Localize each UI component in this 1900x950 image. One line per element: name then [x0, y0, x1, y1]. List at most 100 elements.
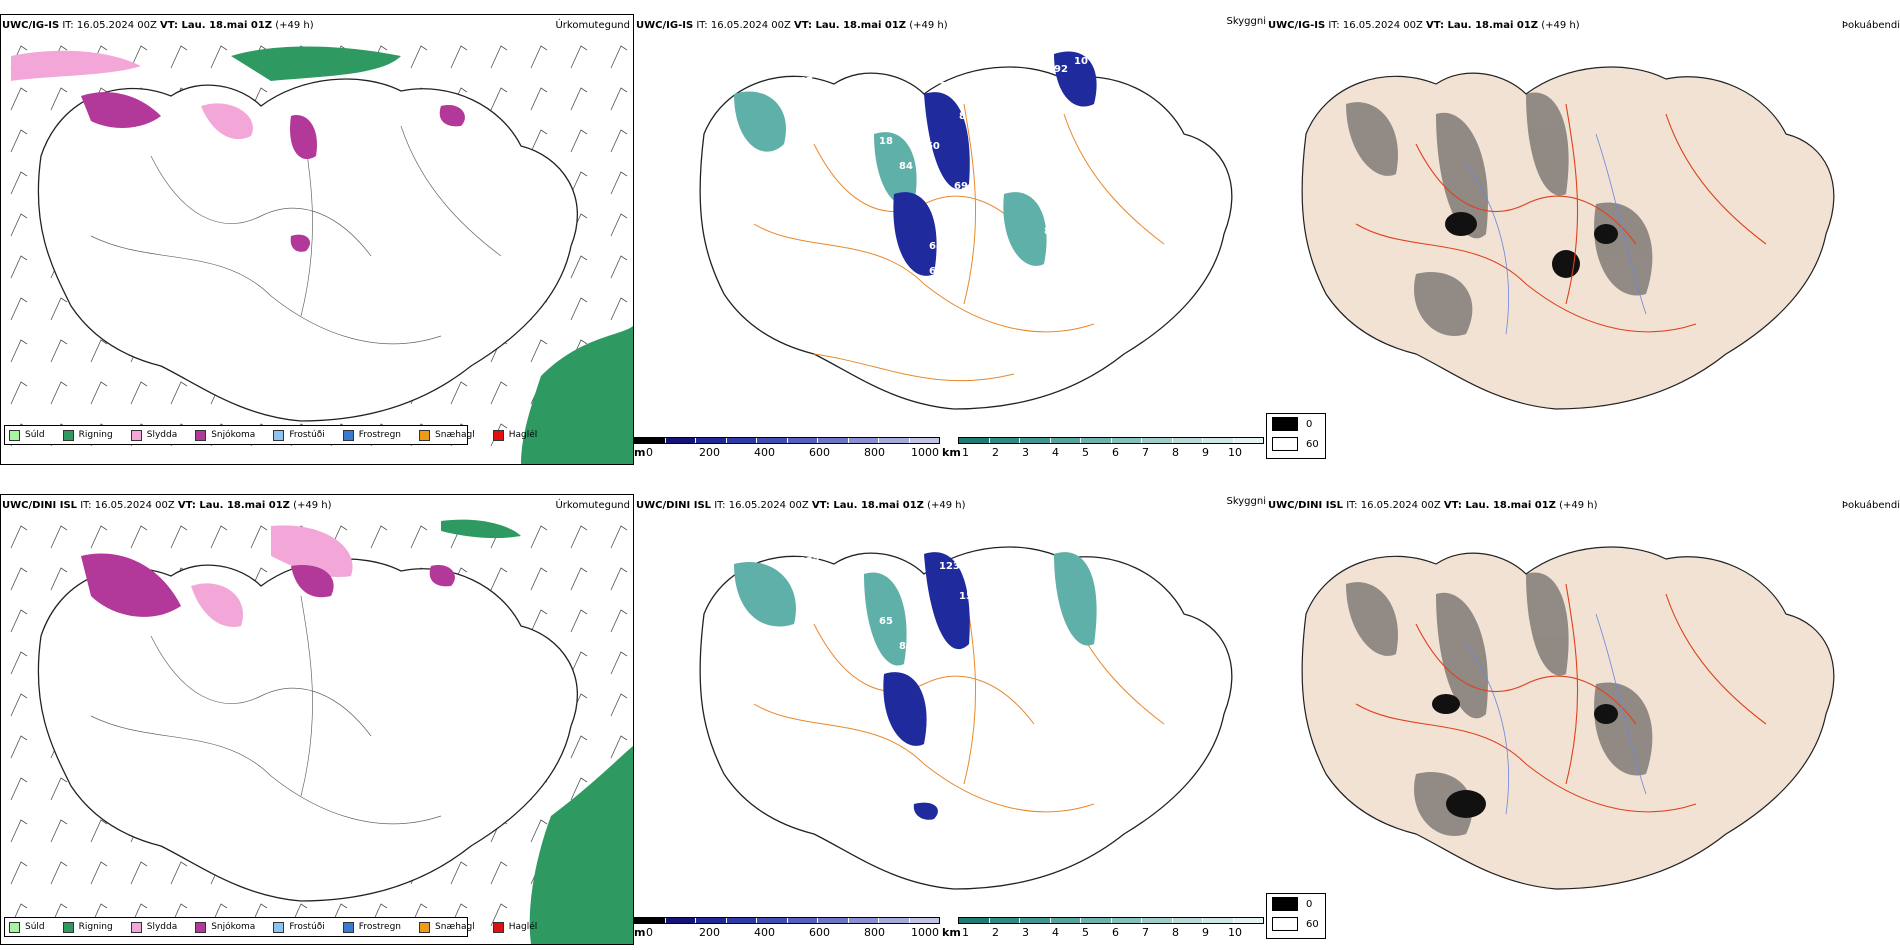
iceland-outline: [37, 78, 578, 422]
precip-panel-row2: UWC/DINI ISL IT: 16.05.2024 00Z VT: Lau.…: [0, 490, 634, 945]
cloud-base-colorbar: m 0 200 400 600 800 1000: [634, 437, 940, 459]
wind-barb: [610, 87, 628, 111]
wind-barb: [10, 819, 28, 843]
wind-barb: [530, 129, 548, 153]
wind-barb: [570, 171, 588, 195]
fog-map[interactable]: [1266, 514, 1900, 924]
cloud-base-label: 227: [799, 556, 820, 567]
wind-barb: [450, 861, 468, 885]
panel-title: UWC/IG-IS IT: 16.05.2024 00Z VT: Lau. 18…: [1268, 20, 1580, 31]
legend-item: Frostregn: [342, 921, 401, 933]
cloud-base-label: 202: [814, 586, 835, 597]
cloud-base-label: 84: [899, 161, 913, 172]
cloud-base-label: 142: [1024, 746, 1045, 757]
wind-barb: [10, 735, 28, 759]
cloud-base-label: 105: [744, 551, 765, 562]
wind-barb: [610, 171, 628, 195]
wind-barb: [610, 213, 628, 237]
legend-item: Frostúði: [273, 921, 325, 933]
valid-time: Lau. 18.mai 01Z: [181, 20, 273, 31]
wind-barb: [490, 381, 508, 405]
wind-barb: [210, 45, 228, 69]
wind-barb: [10, 609, 28, 633]
wind-barb: [170, 45, 188, 69]
visibility-colorbar: km 1 2 3 4 5 6 7 8 9 10: [942, 917, 1264, 939]
wind-barb: [50, 861, 68, 885]
wind-barb: [170, 525, 188, 549]
cloud-base-label: 69: [954, 181, 968, 192]
fog-legend: 0 60: [1266, 893, 1326, 939]
cloud-base-label: 150: [919, 141, 940, 152]
cloud-base-label: 156: [959, 591, 980, 602]
wind-barb: [50, 525, 68, 549]
wind-barb: [610, 525, 628, 549]
variable-name: Úrkomutegund: [555, 500, 630, 511]
wind-barb: [10, 213, 28, 237]
cloud-base-colorbar: m 0 200 400 600 800 1000: [634, 917, 940, 939]
wind-barb: [410, 45, 428, 69]
wind-barb: [450, 45, 468, 69]
fog-map[interactable]: [1266, 34, 1900, 444]
wind-barb: [10, 255, 28, 279]
wind-barb: [610, 693, 628, 717]
legend-item: Frostúði: [273, 429, 325, 441]
wind-barb: [50, 339, 68, 363]
wind-barb: [610, 297, 628, 321]
cloud-base-label: 83: [1034, 176, 1048, 187]
wind-barb: [530, 339, 548, 363]
cloud-base-label: 76: [919, 621, 933, 632]
fog-panel-row2: UWC/DINI ISL IT: 16.05.2024 00Z VT: Lau.…: [1266, 490, 1900, 945]
cloud-base-label: 67: [799, 76, 813, 87]
precip-map[interactable]: [1, 36, 633, 464]
wind-barb: [250, 525, 268, 549]
cloud-map[interactable]: 421 92 10 182 67 180 78 65 85 18 84 150 69 116 64 89 62 6…: [634, 34, 1266, 444]
roads: [90, 115, 502, 345]
wind-barb: [10, 381, 28, 405]
cloud-base-label: 81: [899, 641, 913, 652]
legend-item: Súld: [9, 429, 45, 441]
legend-item: Frostregn: [342, 429, 401, 441]
variable-name: Úrkomutegund: [555, 20, 630, 31]
legend-item: Snjókoma: [195, 429, 255, 441]
wind-barb: [490, 87, 508, 111]
wind-barb: [10, 297, 28, 321]
wind-barb: [10, 567, 28, 591]
wind-barb: [210, 525, 228, 549]
wind-barb: [570, 255, 588, 279]
cloud-panel-row1: UWC/IG-IS IT: 16.05.2024 00Z VT: Lau. 18…: [634, 10, 1266, 465]
wind-barb: [10, 861, 28, 885]
cloud-base-label: 117: [1074, 536, 1095, 547]
wind-barb: [130, 45, 148, 69]
cloud-base-label: 64: [929, 241, 943, 252]
cloud-base-label: 74: [1024, 266, 1038, 277]
cloud-base-label: 85: [959, 111, 973, 122]
model-name: UWC/IG-IS: [2, 20, 60, 31]
cloud-base-label: 92: [1054, 64, 1068, 75]
map-frame: [0, 14, 634, 465]
wind-barb: [10, 777, 28, 801]
wind-barb: [90, 339, 108, 363]
fog-panel-row1: UWC/IG-IS IT: 16.05.2024 00Z VT: Lau. 18…: [1266, 10, 1900, 465]
cloud-base-label: 78: [939, 81, 953, 92]
wind-barb: [570, 45, 588, 69]
wind-barb: [490, 861, 508, 885]
cloud-base-label: 10: [1074, 56, 1088, 67]
legend-item: Rigning: [62, 921, 113, 933]
cloud-base-label: 123: [939, 561, 960, 572]
cloud-areas: [734, 51, 1097, 276]
wind-barb: [10, 651, 28, 675]
cloud-base-label: 26: [1034, 656, 1048, 667]
cloud-base-label: 63: [904, 281, 918, 292]
panel-title: UWC/IG-IS IT: 16.05.2024 00Z VT: Lau. 18…: [636, 20, 948, 31]
wind-barb: [410, 525, 428, 549]
wind-barb: [610, 45, 628, 69]
wind-barb: [50, 381, 68, 405]
cloud-base-label: 62: [929, 266, 943, 277]
map-frame: [0, 494, 634, 945]
precip-map[interactable]: [1, 516, 633, 944]
legend-item: Snæhagl: [419, 921, 475, 933]
wind-barb: [570, 609, 588, 633]
variable-name: Skyggni: [1226, 496, 1266, 507]
wind-barb: [130, 861, 148, 885]
